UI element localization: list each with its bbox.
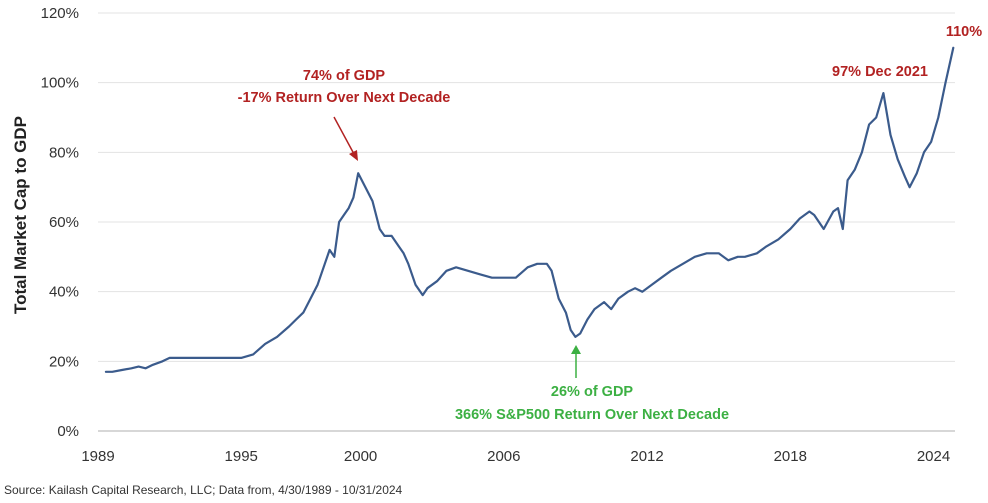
y-axis-label: Total Market Cap to GDP (11, 116, 30, 314)
x-tick-label: 1989 (81, 448, 114, 465)
annotation-dec-2021: 97% Dec 2021 (832, 64, 928, 80)
x-tick-label: 2006 (487, 448, 520, 465)
x-tick-label: 2024 (917, 448, 950, 465)
y-tick-label: 40% (49, 284, 79, 301)
annotation-latest-110: 110% (946, 24, 982, 40)
y-tick-label: 20% (49, 353, 79, 370)
x-tick-label: 1995 (225, 448, 258, 465)
y-tick-label: 80% (49, 144, 79, 161)
annotation-peak-line2: -17% Return Over Next Decade (238, 90, 451, 106)
source-note: Source: Kailash Capital Research, LLC; D… (4, 483, 403, 497)
series-line-market-cap-to-gdp (104, 46, 955, 373)
annotation-trough-line1: 26% of GDP (551, 384, 634, 400)
x-tick-label: 2018 (774, 448, 807, 465)
y-tick-label: 120% (41, 5, 79, 22)
annotation-trough-2009: 26% of GDP 366% S&P500 Return Over Next … (455, 345, 729, 423)
annotation-trough-line2: 366% S&P500 Return Over Next Decade (455, 407, 729, 423)
x-tick-label: 2012 (630, 448, 663, 465)
y-axis-ticks: 0% 20% 40% 60% 80% 100% 120% (41, 5, 79, 440)
annotation-peak-2000: 74% of GDP -17% Return Over Next Decade (238, 68, 451, 161)
x-axis-ticks: 1989 1995 2000 2006 2012 2018 2024 (81, 448, 950, 465)
gridlines (98, 12, 955, 362)
x-tick-label: 2000 (344, 448, 377, 465)
y-tick-label: 60% (49, 214, 79, 231)
y-tick-label: 0% (57, 423, 79, 440)
annotation-peak-arrow (333, 116, 355, 155)
annotation-peak-arrowhead (349, 150, 358, 161)
annotation-peak-line1: 74% of GDP (303, 68, 386, 84)
y-tick-label: 100% (41, 75, 79, 92)
annotation-trough-arrowhead (571, 345, 581, 354)
